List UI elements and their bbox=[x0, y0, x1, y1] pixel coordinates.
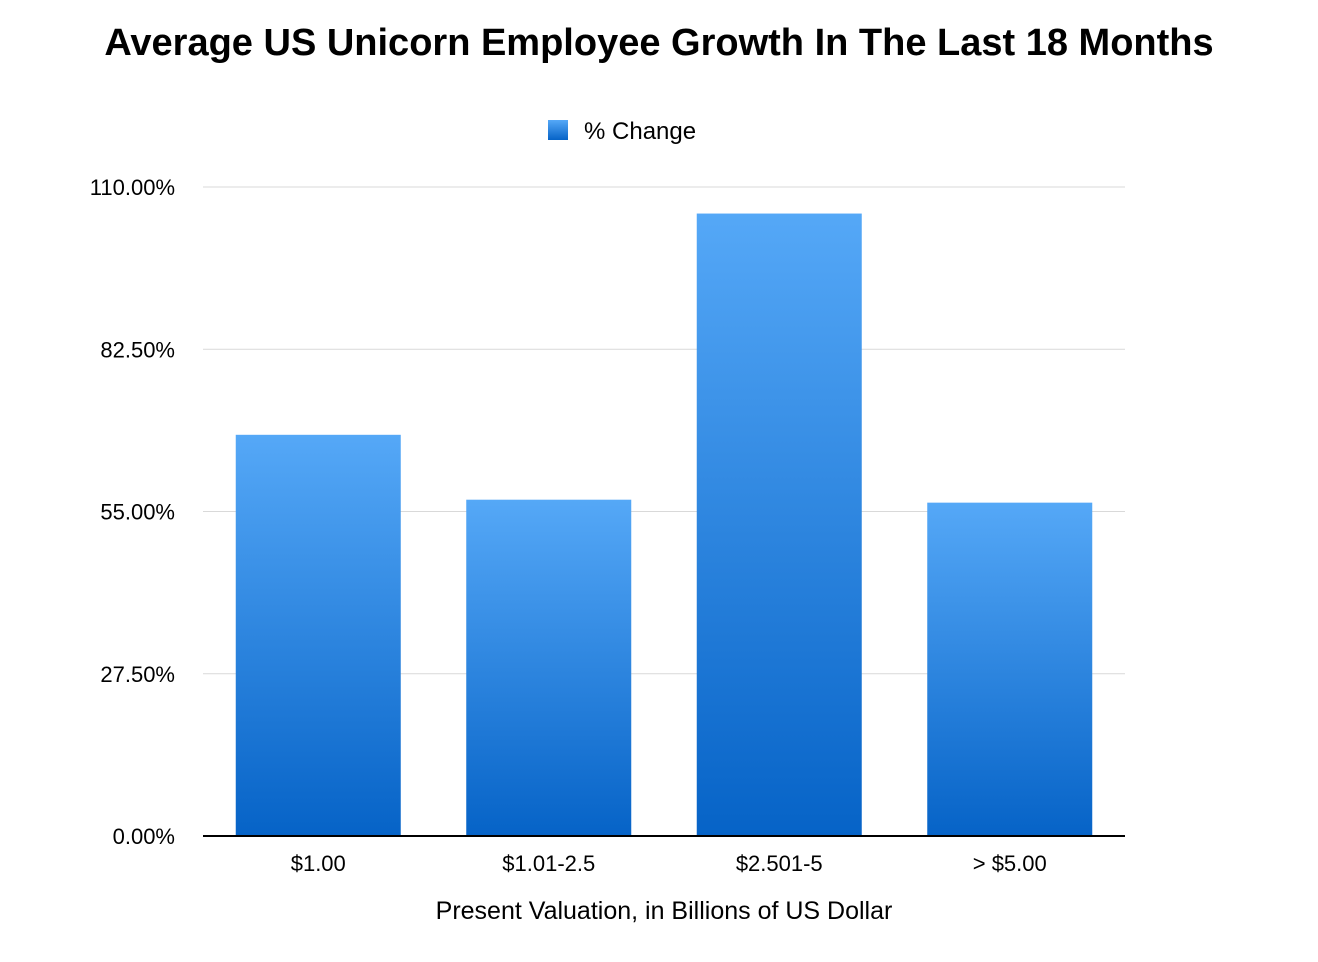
x-axis-title: Present Valuation, in Billions of US Dol… bbox=[436, 897, 893, 925]
chart-title: Average US Unicorn Employee Growth In Th… bbox=[104, 22, 1214, 64]
x-tick-label: > $5.00 bbox=[973, 851, 1047, 876]
x-tick-label: $1.00 bbox=[291, 851, 346, 876]
bar bbox=[235, 434, 401, 836]
x-tick-label: $2.501-5 bbox=[736, 851, 823, 876]
y-tick-label: 82.50% bbox=[100, 337, 175, 362]
legend: % Change bbox=[548, 118, 696, 145]
y-tick-label: 27.50% bbox=[100, 662, 175, 687]
bar bbox=[927, 502, 1093, 836]
axes: 0.00% 27.50% 55.00% 82.50% 110.00% $1.00 $1.01… bbox=[90, 175, 1125, 876]
y-tick-label: 110.00% bbox=[90, 175, 175, 200]
bar bbox=[696, 213, 862, 837]
y-tick-label: 0.00% bbox=[113, 824, 175, 849]
legend-label: % Change bbox=[584, 118, 696, 145]
bars bbox=[235, 213, 1093, 837]
x-tick-label: $1.01-2.5 bbox=[502, 851, 595, 876]
bar bbox=[466, 499, 632, 836]
y-tick-label: 55.00% bbox=[100, 500, 175, 525]
legend-swatch bbox=[548, 120, 568, 140]
